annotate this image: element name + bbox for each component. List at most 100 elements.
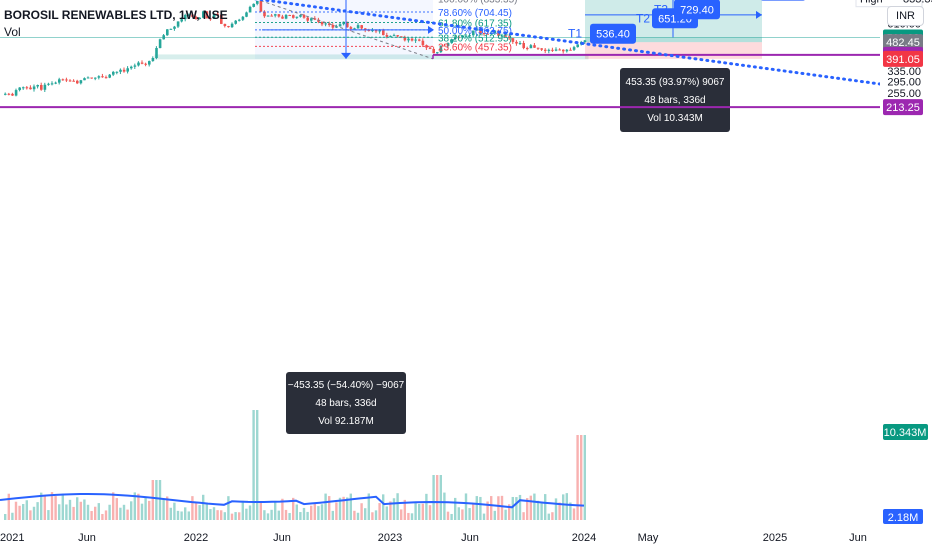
volume-bar — [43, 495, 46, 520]
candle — [392, 35, 396, 37]
candle — [79, 80, 83, 84]
volume-bar — [248, 505, 252, 520]
time-tick: 2021 — [0, 532, 24, 544]
volume-bar — [119, 507, 122, 520]
volume-bar — [374, 510, 378, 520]
volume-bar — [324, 493, 327, 520]
candle — [349, 27, 353, 29]
volume-bar — [490, 496, 493, 520]
candle — [544, 49, 547, 51]
measure-mid-arrow — [428, 25, 434, 34]
candle — [108, 74, 111, 78]
candle — [184, 15, 187, 20]
candle — [115, 71, 119, 73]
volume-bar — [371, 512, 374, 520]
target-value: 729.40 — [680, 4, 714, 16]
volume-bar — [364, 508, 367, 520]
candle — [389, 35, 392, 37]
candle — [490, 33, 493, 35]
candle — [169, 28, 173, 30]
fib-trend-line — [257, 0, 434, 60]
candle — [140, 62, 144, 64]
candle — [83, 78, 86, 81]
candle — [338, 24, 342, 27]
currency-selector[interactable]: INR — [887, 6, 924, 26]
volume-bar — [353, 510, 356, 520]
candle — [40, 85, 43, 90]
volume-indicator-label: Vol — [4, 25, 21, 39]
volume-bar — [263, 510, 266, 520]
volume-bar — [443, 492, 446, 520]
volume-bar — [436, 475, 439, 520]
volume-bar — [245, 508, 248, 520]
candle — [68, 80, 72, 82]
volume-bar — [562, 494, 565, 520]
volume-bar — [486, 501, 489, 520]
volume-bar — [558, 502, 561, 520]
candle — [500, 35, 504, 37]
candle — [43, 84, 47, 90]
candle — [367, 30, 371, 32]
volume-bar — [176, 510, 180, 520]
volume-bar — [25, 500, 28, 520]
high-value: 833.35 — [903, 0, 932, 6]
volume-bar — [421, 503, 424, 520]
volume-bar — [187, 511, 190, 520]
volume-bar — [382, 494, 385, 520]
candle — [205, 11, 209, 19]
volume-bar — [234, 512, 237, 520]
candle — [522, 42, 525, 49]
candle — [47, 83, 50, 85]
measure-down-bars: 48 bars, 336d — [315, 398, 376, 409]
measure-up-change: 453.35 (93.97%) 9067 — [626, 77, 725, 88]
target-box — [761, 0, 805, 1]
candle — [382, 30, 385, 36]
volume-bar — [313, 503, 316, 520]
candle — [281, 16, 284, 19]
candle — [306, 17, 309, 21]
candle — [126, 68, 129, 72]
candle — [101, 76, 104, 78]
candle — [317, 19, 320, 22]
volume-bar — [252, 410, 255, 520]
time-tick: May — [638, 532, 659, 544]
time-tick: 2023 — [378, 532, 402, 544]
volume-bar — [29, 510, 32, 520]
measure-down-change: −453.35 (−54.40%) −9067 — [288, 380, 405, 391]
measure-up-box — [620, 68, 730, 132]
candle — [374, 30, 378, 32]
candle — [576, 44, 579, 48]
volume-bar — [551, 512, 554, 520]
volume-bar — [518, 494, 522, 520]
volume-bar — [335, 502, 338, 520]
vol-ma-tag-bg — [883, 424, 928, 440]
candle — [180, 19, 183, 22]
fib-level-label: 100.00% (833.35) — [438, 0, 518, 6]
candle — [50, 83, 54, 85]
volume-bar — [173, 502, 176, 520]
volume-bar — [414, 503, 417, 520]
volume-bar — [292, 497, 295, 520]
candle — [554, 49, 558, 51]
candle — [158, 39, 162, 49]
candle — [29, 87, 32, 90]
candle — [284, 15, 288, 19]
candle — [122, 69, 126, 72]
volume-bar — [410, 513, 414, 520]
candle — [238, 19, 241, 21]
volume-bar — [76, 497, 79, 520]
volume-bar — [14, 501, 18, 520]
volume-bar — [281, 498, 284, 520]
candle — [371, 30, 374, 32]
candle — [263, 11, 266, 17]
candle — [464, 35, 468, 37]
candle — [439, 45, 443, 53]
volume-bar — [86, 504, 90, 520]
candle — [36, 85, 39, 87]
candle — [529, 45, 533, 49]
candle — [58, 79, 61, 83]
candle — [90, 77, 93, 79]
candle — [353, 28, 356, 30]
candle — [547, 49, 551, 51]
